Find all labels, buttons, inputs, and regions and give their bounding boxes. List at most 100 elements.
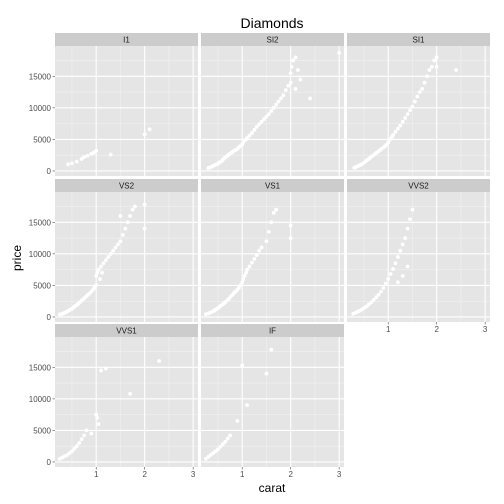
data-point xyxy=(223,439,228,444)
data-point xyxy=(410,104,415,109)
data-point xyxy=(337,51,342,55)
panel-background xyxy=(347,192,490,322)
data-point xyxy=(241,277,246,281)
data-point xyxy=(293,87,298,91)
data-point xyxy=(371,298,376,302)
data-point xyxy=(89,431,94,436)
strip-background xyxy=(201,179,344,192)
data-point xyxy=(417,90,422,94)
strip-label: VVS1 xyxy=(116,327,137,336)
data-point xyxy=(235,419,240,423)
data-point xyxy=(403,236,408,240)
data-point xyxy=(405,264,410,269)
y-tick-label: 10000 xyxy=(29,395,52,404)
data-point xyxy=(269,220,274,225)
data-point xyxy=(247,264,252,269)
x-tick-label: 1 xyxy=(386,325,391,334)
strip-background xyxy=(347,33,490,46)
data-point xyxy=(420,87,425,91)
data-point xyxy=(238,283,243,288)
data-point xyxy=(412,99,417,104)
data-point xyxy=(274,207,279,212)
y-tick-label: 15000 xyxy=(29,218,52,227)
data-point xyxy=(293,55,298,60)
facet-si1: SI1 xyxy=(347,33,490,176)
data-point xyxy=(257,248,262,253)
data-point xyxy=(247,133,252,138)
data-point xyxy=(298,77,303,82)
data-point xyxy=(133,204,137,209)
y-tick-label: 0 xyxy=(47,167,52,176)
x-tick-label: 3 xyxy=(483,325,488,334)
data-point xyxy=(288,80,293,85)
facet-if: IF 1 2 3 xyxy=(201,324,344,479)
data-point xyxy=(296,68,300,72)
data-point xyxy=(94,148,99,153)
facet-vs1: VS1 xyxy=(201,179,344,322)
data-point xyxy=(369,300,374,305)
data-point xyxy=(400,274,405,278)
x-tick-label: 2 xyxy=(142,470,147,479)
data-point xyxy=(225,436,230,441)
data-point xyxy=(108,251,113,256)
strip-background xyxy=(347,179,490,192)
data-point xyxy=(271,210,276,215)
data-point xyxy=(240,363,245,368)
data-point xyxy=(101,261,106,266)
data-point xyxy=(99,368,103,373)
chart-title: Diamonds xyxy=(240,15,303,31)
data-point xyxy=(400,119,405,124)
data-point xyxy=(403,116,408,120)
data-point xyxy=(103,366,108,371)
data-point xyxy=(264,239,269,244)
data-point xyxy=(74,444,79,449)
data-point xyxy=(245,403,249,408)
data-point xyxy=(429,64,434,69)
data-point xyxy=(72,446,77,451)
data-point xyxy=(395,280,400,285)
data-point xyxy=(128,214,133,218)
data-point xyxy=(98,277,102,281)
data-point xyxy=(100,270,104,275)
data-point xyxy=(454,68,458,72)
data-point xyxy=(259,245,264,250)
data-point xyxy=(94,412,99,417)
data-point xyxy=(393,261,398,266)
facet-vvs2: VVS2 1 2 3 xyxy=(347,179,490,334)
data-point xyxy=(432,58,437,63)
data-point xyxy=(383,281,388,286)
data-point xyxy=(95,415,100,420)
data-point xyxy=(289,64,294,69)
data-point xyxy=(376,292,381,297)
data-point xyxy=(398,123,403,128)
y-tick-label: 5000 xyxy=(33,281,51,290)
data-point xyxy=(379,289,383,294)
data-point xyxy=(111,248,116,253)
data-point xyxy=(128,391,133,396)
data-point xyxy=(288,71,293,76)
data-point xyxy=(276,99,281,104)
x-tick-label: 3 xyxy=(337,470,342,479)
y-tick-label: 15000 xyxy=(29,363,52,372)
y-tick-label: 15000 xyxy=(29,72,52,81)
strip-background xyxy=(55,33,198,46)
strip-background xyxy=(55,179,198,192)
data-point xyxy=(94,283,99,288)
data-point xyxy=(391,267,395,271)
data-point xyxy=(99,264,103,269)
panel-background xyxy=(201,337,344,467)
data-point xyxy=(281,93,286,98)
panel-background xyxy=(55,192,198,322)
data-point xyxy=(70,161,74,166)
data-point xyxy=(410,207,415,212)
data-point xyxy=(123,226,128,231)
data-point xyxy=(84,428,89,433)
strip-label: I1 xyxy=(123,36,130,45)
strip-label: VVS2 xyxy=(408,182,429,191)
data-point xyxy=(240,280,245,285)
data-point xyxy=(271,105,276,110)
data-point xyxy=(279,96,283,101)
y-tick-label: 10000 xyxy=(29,250,52,259)
data-point xyxy=(269,109,274,113)
